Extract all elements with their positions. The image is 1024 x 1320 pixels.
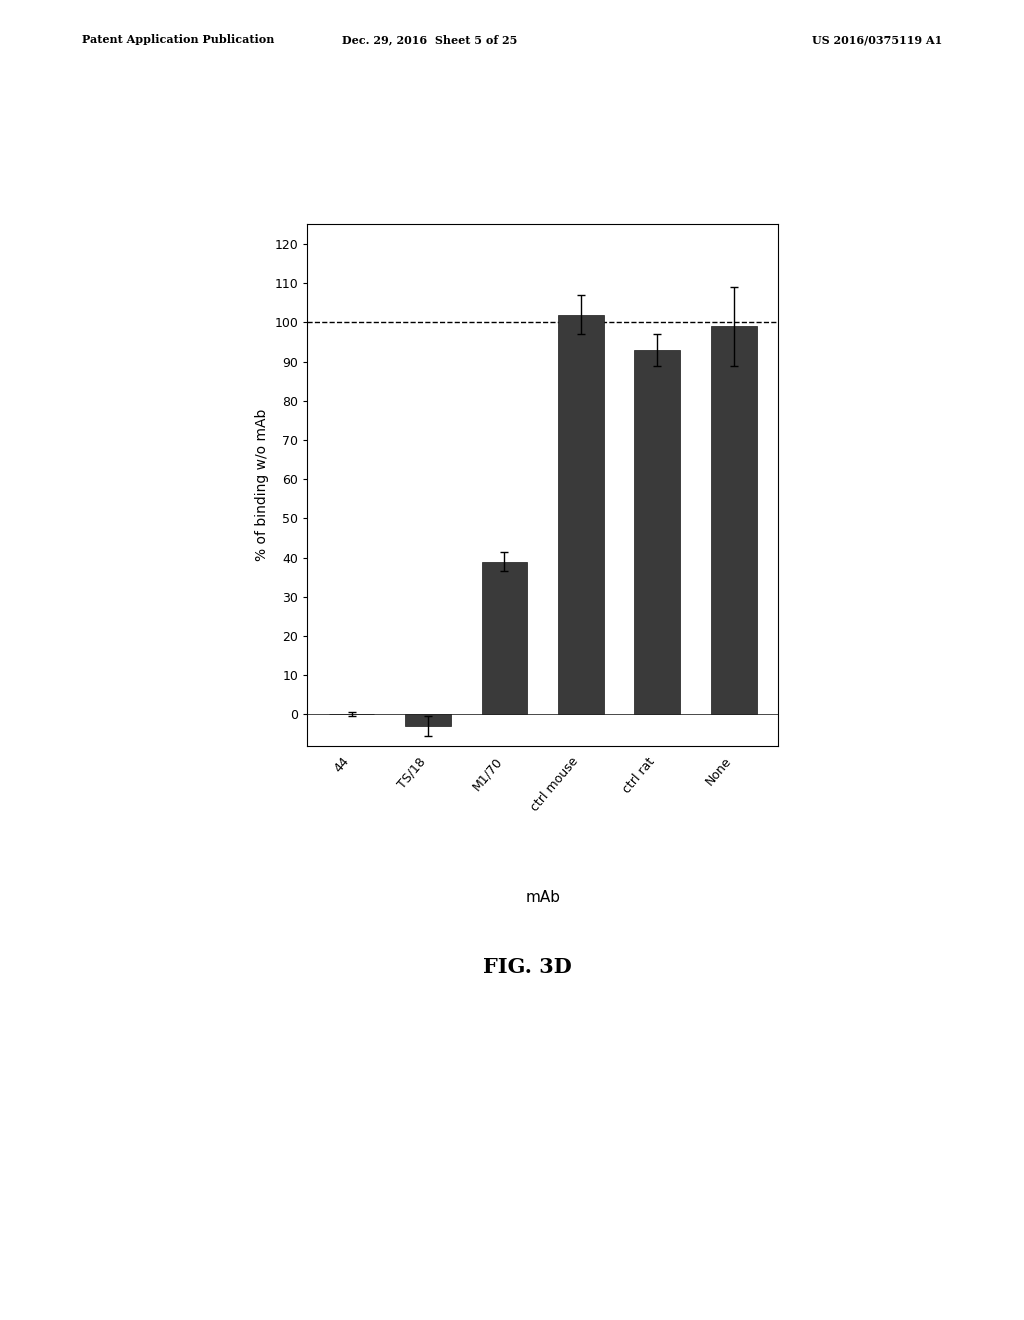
Text: Patent Application Publication: Patent Application Publication bbox=[82, 34, 274, 45]
X-axis label: mAb: mAb bbox=[525, 891, 560, 906]
Text: US 2016/0375119 A1: US 2016/0375119 A1 bbox=[812, 34, 942, 45]
Bar bbox=[711, 326, 757, 714]
Bar bbox=[635, 350, 680, 714]
Bar bbox=[558, 314, 604, 714]
Bar bbox=[481, 561, 527, 714]
Y-axis label: % of binding w/o mAb: % of binding w/o mAb bbox=[255, 409, 268, 561]
Text: Dec. 29, 2016  Sheet 5 of 25: Dec. 29, 2016 Sheet 5 of 25 bbox=[342, 34, 518, 45]
Bar bbox=[406, 714, 451, 726]
Text: FIG. 3D: FIG. 3D bbox=[483, 957, 571, 977]
